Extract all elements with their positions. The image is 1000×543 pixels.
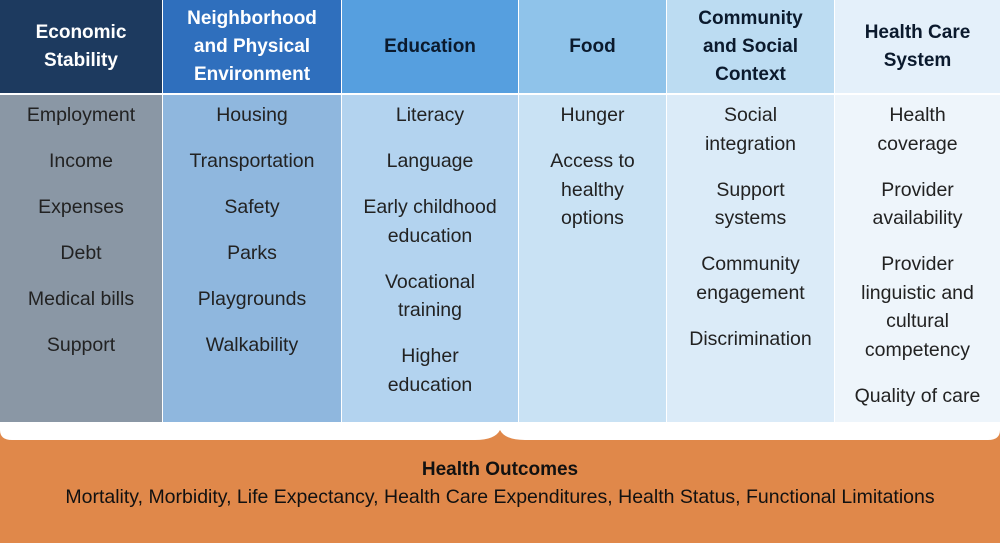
column-item: Higher education (387, 345, 473, 396)
column-item: Walkability (205, 334, 299, 356)
column-title-line: Economic (35, 21, 127, 43)
column-item: Income (49, 150, 113, 172)
column-item: Provider linguistic and cultural competency (861, 253, 974, 361)
column-items-education: Literacy Language Early childhood education… (342, 101, 518, 417)
column-item: Playgrounds (197, 288, 307, 310)
column-title-line: and Social (702, 35, 799, 57)
column-item: Early childhood education (363, 196, 497, 247)
health-outcomes-title: Health Outcomes (421, 459, 579, 480)
column-items-economic-stability: Employment Income Expenses Debt Medical bill… (0, 101, 162, 377)
column-title-line: System (883, 49, 952, 71)
column-title-line: Food (569, 35, 616, 57)
brace-shape (0, 430, 1000, 543)
column-body-health-care-system (835, 95, 1000, 422)
column-title-line: Education (384, 35, 476, 57)
column-header-economic-stability: Economic Stability (0, 0, 162, 93)
column-item: Transportation (189, 150, 315, 172)
column-body-neighborhood (163, 95, 341, 422)
column-items-neighborhood: Housing Transportation Safety Parks Playgrou… (163, 101, 341, 377)
column-item: Debt (60, 242, 102, 264)
health-outcomes-box (0, 430, 1000, 543)
column-title-line: Stability (44, 49, 118, 71)
health-outcomes-list: Mortality, Morbidity, Life Expectancy, H… (65, 486, 935, 508)
column-item: Health coverage (877, 104, 958, 155)
column-item: Safety (224, 196, 280, 218)
column-item: Access to healthy options (550, 150, 635, 229)
column-item: Discrimination (689, 327, 812, 350)
column-items-community: Social integration Support systems Community… (667, 101, 834, 371)
column-item: Employment (26, 104, 136, 126)
column-header-neighborhood: Neighborhood and Physical Environment (163, 0, 341, 93)
column-body-economic-stability (0, 95, 162, 422)
column-item: Provider availability (872, 178, 963, 230)
column-item: Medical bills (27, 288, 135, 310)
column-item: Housing (216, 104, 288, 126)
column-item: Expenses (38, 196, 124, 218)
column-items-food: Hunger Access to healthy options (519, 101, 666, 250)
column-header-food: Food (519, 0, 666, 93)
column-title-line: Context (715, 63, 786, 85)
column-header-community: Community and Social Context (667, 0, 834, 93)
column-title-line: and Physical (193, 35, 311, 57)
column-header-education: Education (342, 0, 518, 93)
column-item: Literacy (395, 104, 465, 126)
column-item: Quality of care (854, 384, 981, 407)
column-item: Language (386, 150, 474, 172)
column-title-line: Community (698, 7, 803, 29)
column-item: Hunger (560, 104, 625, 126)
column-item: Vocational training (385, 270, 475, 322)
column-item: Support (46, 334, 116, 356)
column-header-health-care-system: Health Care System (835, 0, 1000, 93)
column-item: Parks (227, 242, 277, 264)
column-title-line: Health Care (864, 21, 971, 43)
column-title-line: Environment (193, 63, 311, 85)
column-body-education (342, 95, 518, 422)
column-body-community (667, 95, 834, 422)
column-title-line: Neighborhood (187, 7, 317, 29)
column-items-health-care-system: Health coverage Provider availability Provid… (835, 101, 1000, 428)
column-item: Social integration (704, 104, 797, 155)
column-item: Community engagement (696, 253, 805, 304)
column-item: Support systems (714, 178, 787, 230)
column-body-food (519, 95, 666, 422)
